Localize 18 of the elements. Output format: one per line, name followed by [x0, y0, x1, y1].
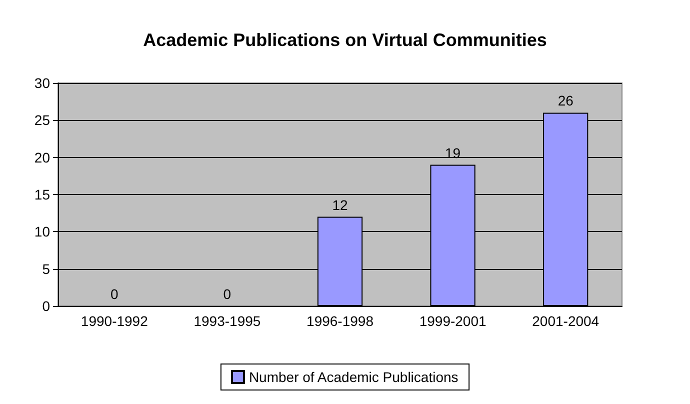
y-tick-label: 15: [34, 186, 50, 202]
x-tick-label: 1996-1998: [306, 313, 374, 329]
legend-label: Number of Academic Publications: [248, 369, 458, 385]
x-tick-label: 2001-2004: [532, 313, 600, 329]
x-tick-label: 1993-1995: [194, 313, 261, 329]
y-tick-label: 5: [42, 260, 50, 277]
data-label: 12: [332, 196, 348, 213]
y-tick-label: 30: [34, 75, 50, 91]
y-tick-label: 0: [42, 298, 50, 314]
y-tick-label: 20: [34, 149, 50, 166]
data-label: 0: [110, 286, 118, 302]
x-tick-label: 1999-2001: [419, 313, 486, 329]
data-label: 26: [558, 92, 574, 109]
chart-title: Academic Publications on Virtual Communities: [143, 30, 547, 50]
y-tick-label: 10: [34, 224, 50, 240]
x-tick-label: 1990-1992: [80, 313, 148, 329]
data-label: 0: [223, 286, 232, 302]
y-tick-label: 25: [34, 112, 50, 128]
